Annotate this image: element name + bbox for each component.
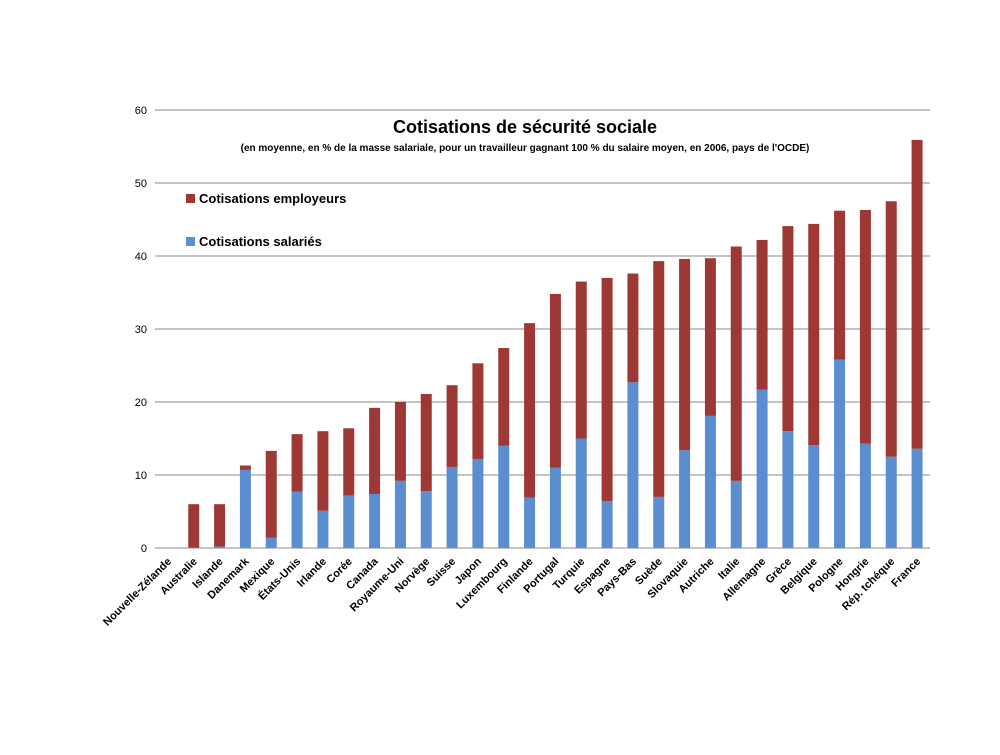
y-tick-label: 0 <box>141 543 147 555</box>
bar-employeurs-18 <box>627 273 639 383</box>
bar-employeurs-13 <box>498 347 510 446</box>
bar-salaries-3 <box>239 469 251 548</box>
y-tick-label: 50 <box>135 178 147 190</box>
bar-salaries-5 <box>291 491 303 548</box>
bar-employeurs-9 <box>394 402 406 481</box>
bar-salaries-4 <box>265 537 277 548</box>
x-tick-labels: Nouvelle-ZélandeAustralieIslandeDanemark… <box>101 555 923 629</box>
legend-label-salaries: Cotisations salariés <box>199 234 322 249</box>
bar-employeurs-8 <box>369 407 381 494</box>
bar-employeurs-17 <box>601 277 613 502</box>
bar-employeurs-11 <box>446 385 458 467</box>
chart-title: Cotisations de sécurité sociale <box>393 117 657 137</box>
y-tick-label: 20 <box>135 397 147 409</box>
bar-salaries-15 <box>549 467 561 548</box>
bar-employeurs-15 <box>549 293 561 468</box>
bar-salaries-23 <box>756 389 768 548</box>
bar-employeurs-29 <box>911 139 923 449</box>
bar-salaries-8 <box>369 493 381 548</box>
bar-salaries-26 <box>834 359 846 548</box>
bar-salaries-9 <box>394 480 406 548</box>
bar-salaries-11 <box>446 466 458 548</box>
bar-salaries-10 <box>420 491 432 548</box>
bar-salaries-29 <box>911 448 923 548</box>
x-tick-label: Suisse <box>425 556 459 590</box>
bar-employeurs-19 <box>653 261 665 497</box>
bar-employeurs-4 <box>265 450 277 538</box>
bar-salaries-21 <box>704 415 716 548</box>
bar-salaries-22 <box>730 480 742 548</box>
bar-employeurs-7 <box>343 428 355 496</box>
bar-employeurs-3 <box>239 465 251 470</box>
bar-employeurs-22 <box>730 246 742 481</box>
bar-salaries-27 <box>859 443 871 548</box>
bar-employeurs-14 <box>524 323 536 498</box>
bar-salaries-6 <box>317 510 329 548</box>
bar-salaries-20 <box>679 450 691 548</box>
bar-salaries-28 <box>885 456 897 548</box>
bar-employeurs-2 <box>214 504 226 547</box>
legend-swatch-employeurs <box>186 194 195 203</box>
bar-salaries-13 <box>498 445 510 548</box>
x-tick-label: Irlande <box>295 556 329 590</box>
bar-salaries-2 <box>214 546 226 548</box>
bar-employeurs-23 <box>756 239 768 390</box>
bar-salaries-18 <box>627 382 639 548</box>
bar-employeurs-10 <box>420 393 432 492</box>
bar-salaries-17 <box>601 501 613 548</box>
gridlines <box>155 109 930 476</box>
bar-salaries-12 <box>472 458 484 548</box>
bar-employeurs-20 <box>679 258 691 451</box>
bar-salaries-24 <box>782 431 794 548</box>
bar-salaries-14 <box>524 497 536 548</box>
bar-employeurs-25 <box>808 223 820 446</box>
bar-employeurs-16 <box>575 281 587 439</box>
bar-employeurs-27 <box>859 210 871 444</box>
y-tick-label: 30 <box>135 324 147 336</box>
bar-salaries-7 <box>343 495 355 548</box>
bar-employeurs-26 <box>834 210 846 360</box>
bar-salaries-16 <box>575 438 587 548</box>
bar-employeurs-28 <box>885 201 897 457</box>
bar-employeurs-5 <box>291 434 303 492</box>
bar-salaries-25 <box>808 445 820 548</box>
legend-label-employeurs: Cotisations employeurs <box>199 191 346 206</box>
chart-subtitle: (en moyenne, en % de la masse salariale,… <box>241 143 810 154</box>
bar-salaries-19 <box>653 496 665 548</box>
legend-swatch-salaries <box>186 237 195 246</box>
bar-employeurs-24 <box>782 226 794 432</box>
legend: Cotisations employeurs Cotisations salar… <box>186 191 346 249</box>
x-tick-label: France <box>889 556 923 590</box>
bar-employeurs-1 <box>188 504 200 548</box>
y-tick-labels: 0 10 20 30 40 50 60 <box>135 105 147 555</box>
y-tick-label: 40 <box>135 251 147 263</box>
y-tick-label: 60 <box>135 105 147 117</box>
y-tick-label: 10 <box>135 470 147 482</box>
bar-employeurs-6 <box>317 431 329 511</box>
bar-employeurs-12 <box>472 363 484 459</box>
bar-employeurs-21 <box>704 258 716 416</box>
bars <box>188 139 923 548</box>
